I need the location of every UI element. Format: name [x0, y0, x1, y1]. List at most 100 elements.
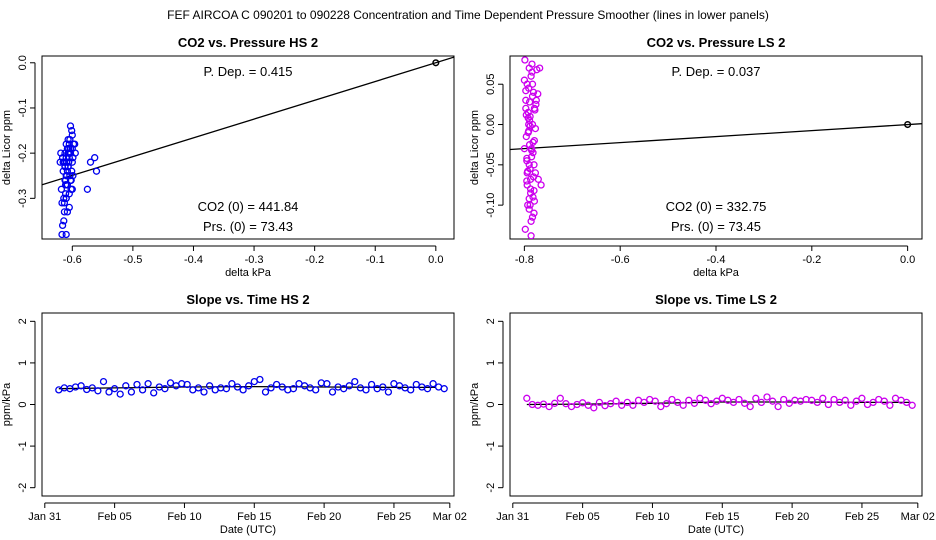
- data-point: [61, 190, 70, 198]
- data-point: [752, 394, 760, 402]
- data-point: [58, 221, 67, 230]
- data-point: [768, 397, 777, 405]
- x-axis-label: Date (UTC): [220, 524, 276, 536]
- y-tick-label: -0.3: [17, 189, 29, 208]
- data-point: [530, 136, 539, 145]
- x-tick-label: Feb 25: [377, 511, 411, 523]
- y-tick-label: -1: [485, 441, 497, 451]
- y-axis-label: delta Licor ppm: [1, 110, 13, 185]
- data-point: [713, 397, 721, 405]
- data-point: [531, 169, 540, 177]
- data-point: [161, 385, 169, 393]
- smoother-line: [526, 401, 911, 406]
- data-point: [63, 172, 71, 180]
- data-point: [91, 154, 99, 162]
- data-point: [62, 181, 70, 189]
- data-point: [526, 122, 534, 130]
- plot-frame: [41, 312, 455, 497]
- data-point: [312, 386, 320, 394]
- plot-frame: [509, 312, 923, 497]
- data-point: [194, 384, 203, 392]
- data-point: [524, 201, 532, 209]
- data-point: [679, 401, 687, 409]
- x-tick-label: -0.4: [184, 254, 203, 266]
- x-tick-label: -0.6: [611, 254, 630, 266]
- data-point: [525, 195, 533, 203]
- data-point: [228, 380, 236, 388]
- x-tick-label: Feb 15: [705, 511, 739, 523]
- data-point: [379, 383, 387, 391]
- data-point: [824, 400, 833, 409]
- data-point: [60, 194, 68, 202]
- data-point: [200, 388, 208, 396]
- data-point: [701, 396, 710, 404]
- panel-title: CO2 vs. Pressure LS 2: [647, 35, 786, 50]
- data-point: [523, 157, 531, 165]
- data-point: [60, 199, 69, 207]
- data-point: [530, 186, 538, 195]
- data-point: [64, 135, 72, 144]
- data-point: [526, 112, 534, 121]
- data-point: [116, 390, 124, 398]
- data-point: [852, 397, 861, 405]
- panel-co2-vs-pressure-hs: CO2 vs. Pressure HS 2 -0.6 -0.5 -0.4 -0.3 -0.…: [1, 35, 455, 279]
- data-point: [623, 398, 631, 407]
- x-tick-label: Mar 02: [901, 511, 935, 523]
- x-axis-label: delta kPa: [693, 267, 740, 279]
- data-point: [59, 167, 67, 175]
- x-tick-label: -0.2: [802, 254, 821, 266]
- marks-layer: [510, 56, 922, 239]
- x-tick-label: -0.5: [123, 254, 142, 266]
- data-point: [880, 397, 888, 405]
- data-point: [289, 385, 298, 393]
- data-point: [785, 399, 793, 407]
- data-point: [612, 397, 620, 405]
- data-point: [830, 395, 838, 404]
- data-point: [367, 380, 376, 389]
- data-point: [774, 402, 782, 411]
- data-point: [127, 388, 136, 396]
- data-point: [351, 377, 359, 386]
- data-point: [105, 388, 113, 396]
- data-point: [847, 401, 855, 409]
- data-point: [150, 389, 158, 397]
- data-point: [529, 138, 537, 146]
- x-tick-label: -0.1: [366, 254, 385, 266]
- data-point: [528, 213, 537, 221]
- data-point: [67, 176, 75, 184]
- data-point: [530, 161, 538, 169]
- data-point: [278, 383, 286, 391]
- y-tick-label: -2: [17, 483, 29, 493]
- data-point: [668, 395, 676, 404]
- x-tick-label: Feb 05: [97, 511, 131, 523]
- data-point: [323, 380, 331, 388]
- data-point: [92, 167, 101, 175]
- data-point: [138, 386, 147, 394]
- data-point: [423, 385, 432, 393]
- pressure-intercept-annotation: Prs. (0) = 73.43: [203, 219, 293, 234]
- data-point: [94, 387, 102, 395]
- x-tick-label: -0.3: [245, 254, 264, 266]
- data-point: [527, 217, 535, 225]
- x-tick-label: Feb 10: [167, 511, 201, 523]
- data-point: [523, 177, 531, 185]
- y-axis-label: ppm/kPa: [469, 382, 481, 426]
- data-point: [88, 384, 96, 392]
- reference-point: [432, 59, 440, 67]
- data-point: [522, 87, 530, 95]
- data-point: [110, 385, 119, 393]
- data-point: [590, 404, 598, 412]
- x-axis-label: Date (UTC): [688, 524, 744, 536]
- x-tick-label: -0.2: [305, 254, 324, 266]
- figure-title: FEF AIRCOA C 090201 to 090228 Concentrat…: [167, 8, 769, 22]
- data-point: [534, 175, 542, 183]
- data-point: [63, 208, 72, 216]
- data-point: [65, 203, 73, 212]
- data-point: [57, 149, 65, 157]
- data-point: [62, 230, 70, 239]
- data-point: [562, 400, 570, 408]
- data-point: [662, 400, 671, 408]
- data-point: [780, 395, 788, 404]
- panel-title: Slope vs. Time LS 2: [655, 292, 777, 307]
